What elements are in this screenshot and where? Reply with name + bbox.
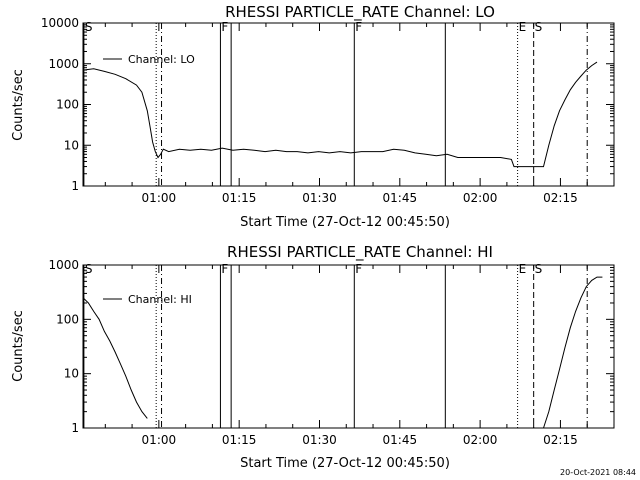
event-marker-label: S [85, 262, 93, 276]
plot-frame [82, 264, 615, 429]
plot-frame [82, 22, 615, 187]
x-tick-label: 01:00 [142, 433, 177, 447]
x-tick-label: 02:15 [543, 433, 578, 447]
x-tick-label: 01:30 [302, 191, 337, 205]
x-tick-label: 02:00 [463, 433, 498, 447]
series-line [82, 61, 598, 168]
y-tick-label: 10 [64, 138, 79, 152]
x-axis-label: Start Time (27-Oct-12 00:45:50) [240, 456, 450, 471]
chart-title: RHESSI PARTICLE_RATE Channel: LO [225, 3, 495, 22]
chart-panel-hi: RHESSI PARTICLE_RATE Channel: HI Start T… [11, 243, 615, 471]
event-marker-label: S [535, 262, 543, 276]
chart-panel-lo: RHESSI PARTICLE_RATE Channel: LO Start T… [11, 3, 615, 230]
event-marker-label: F [355, 20, 362, 34]
series-line [543, 276, 603, 429]
event-marker-label: E [519, 262, 527, 276]
x-tick-label: 01:45 [383, 433, 418, 447]
y-tick-label: 1 [71, 421, 79, 435]
legend: Channel: HI [103, 293, 192, 306]
legend-label: Channel: HI [128, 293, 192, 306]
series-line [82, 297, 148, 419]
chart-title: RHESSI PARTICLE_RATE Channel: HI [227, 243, 493, 262]
y-tick-label: 100 [56, 98, 79, 112]
y-tick-label: 100 [56, 312, 79, 326]
x-tick-label: 01:45 [383, 191, 418, 205]
x-tick-label: 02:00 [463, 191, 498, 205]
y-tick-label: 1000 [48, 258, 79, 272]
event-marker-label: S [85, 20, 93, 34]
event-marker-label: F [355, 262, 362, 276]
event-marker-label: F [221, 20, 228, 34]
event-marker-label: F [221, 262, 228, 276]
y-tick-label: 1 [71, 179, 79, 193]
y-axis-label: Counts/sec [11, 310, 26, 382]
y-tick-label: 10 [64, 367, 79, 381]
x-axis-label: Start Time (27-Oct-12 00:45:50) [240, 215, 450, 230]
x-tick-label: 02:15 [543, 191, 578, 205]
x-tick-label: 01:00 [142, 191, 177, 205]
x-tick-label: 01:30 [302, 433, 337, 447]
x-tick-label: 01:15 [222, 433, 257, 447]
event-marker-label: S [535, 20, 543, 34]
legend-label: Channel: LO [128, 53, 195, 66]
x-tick-label: 01:15 [222, 191, 257, 205]
y-axis-label: Counts/sec [11, 69, 26, 141]
y-tick-label: 1000 [48, 57, 79, 71]
event-marker-label: E [519, 20, 527, 34]
timestamp-stamp: 20-Oct-2021 08:44 [560, 468, 636, 477]
y-tick-label: 10000 [41, 16, 79, 30]
legend: Channel: LO [103, 53, 195, 66]
